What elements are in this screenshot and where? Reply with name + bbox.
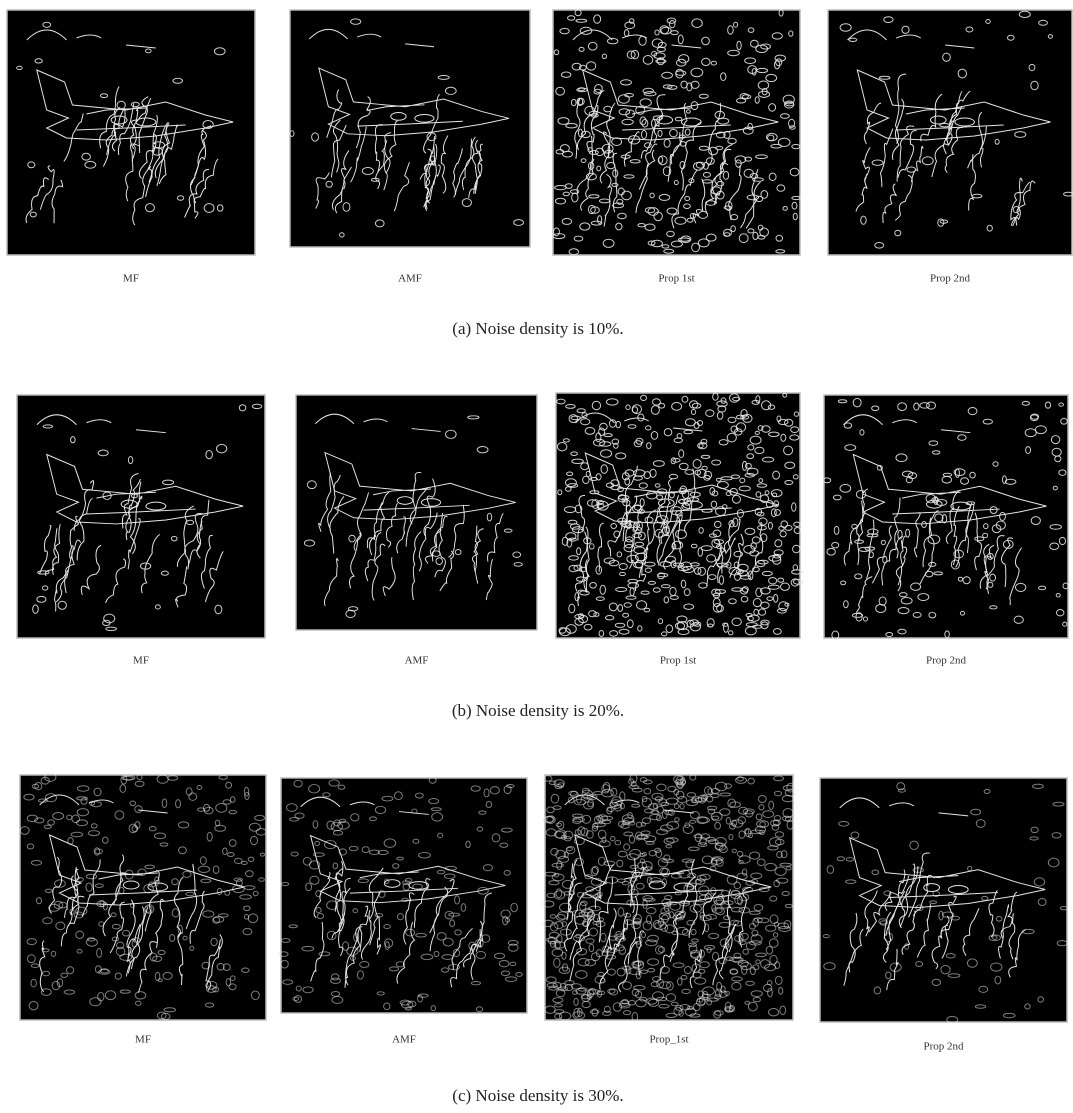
panel-label: AMF [392,1034,416,1046]
edge-image [543,774,797,1021]
edge-image [823,395,1068,639]
edge-image [296,395,537,630]
page: {"rows": [ {"panels": [{"label": "MF"}, … [0,0,1073,1113]
panel-label: Prop_1st [649,1034,688,1046]
panel-label: Prop 1st [660,655,696,667]
row-caption: (b) Noise density is 20%. [452,701,624,720]
panel-label: MF [133,655,149,667]
row-caption: (c) Noise density is 30%. [452,1086,623,1105]
panel-label: MF [135,1034,151,1046]
panel-label: Prop 1st [658,273,694,285]
panel-label: MF [123,273,139,285]
edge-image [290,10,530,247]
edge-image [17,395,265,638]
figure: MF AMF Prop 1st Prop 2nd (a) Noise density i… [0,0,1073,1113]
edge-image [553,10,800,255]
edge-image [828,10,1073,255]
panel-label: AMF [398,273,422,285]
image-background [828,10,1072,255]
edge-image [556,393,803,638]
row-caption: (a) Noise density is 10%. [452,319,623,338]
panel-label: Prop 2nd [930,273,971,285]
image-background [7,10,255,255]
image-background [290,10,530,247]
panel-label: Prop 2nd [926,655,967,667]
edge-image [279,777,527,1013]
image-background [820,778,1067,1022]
panel-label: AMF [405,655,429,667]
image-background [281,778,527,1013]
edge-image [820,778,1068,1023]
edge-image [7,10,255,255]
image-background [17,395,265,638]
image-background [296,395,537,630]
panel-label: Prop 2nd [923,1041,964,1053]
edge-image [20,773,266,1020]
